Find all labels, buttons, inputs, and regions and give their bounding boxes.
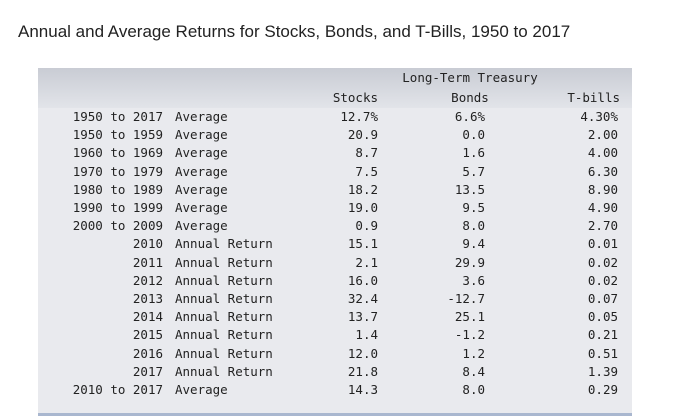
cell-tbills: 4.00 [587, 145, 618, 161]
cell-tbills: 8.90 [587, 181, 618, 197]
cell-period: 2010 to 2017 [72, 382, 163, 397]
cell-kind: Average [175, 200, 228, 215]
cell-stocks: 15.1 [347, 236, 378, 252]
cell-kind: Average [175, 382, 228, 397]
cell-bonds: 9.5 [462, 200, 485, 215]
cell-period: 2013 [132, 291, 163, 306]
cell-stocks: 12.7% [340, 109, 378, 124]
cell-tbills: 0.05 [587, 309, 618, 325]
cell-kind: Annual Return [175, 236, 273, 252]
cell-kind: Annual Return [175, 345, 273, 361]
cell-tbills: 4.90 [587, 200, 618, 215]
cell-bonds: 0.0 [462, 127, 485, 143]
table: Long-Term Treasury Bonds Stocks T-bills 1950… [38, 68, 632, 413]
cell-bonds: 8.4 [462, 363, 485, 379]
cell-kind: Annual Return [175, 363, 273, 379]
cell-stocks: 8.7 [355, 145, 378, 161]
cell-period: 1970 to 1979 [72, 163, 163, 179]
cell-tbills: 0.51 [587, 345, 618, 361]
cell-kind: Annual Return [175, 291, 273, 306]
cell-stocks: 14.3 [347, 382, 378, 397]
cell-stocks: 7.5 [355, 163, 378, 179]
cell-kind: Average [175, 145, 228, 161]
cell-tbills: 6.30 [587, 163, 618, 179]
cell-stocks: 0.9 [355, 218, 378, 234]
cell-tbills: 0.01 [587, 236, 618, 252]
cell-stocks: 20.9 [347, 127, 378, 143]
cell-kind: Average [175, 127, 228, 143]
cell-bonds: 8.0 [462, 382, 485, 397]
cell-bonds: 25.1 [454, 309, 485, 325]
cell-bonds: 13.5 [454, 181, 485, 197]
cell-kind: Average [175, 181, 228, 197]
cell-bonds: 8.0 [462, 218, 485, 234]
cell-kind: Annual Return [175, 254, 273, 270]
cell-kind: Average [175, 218, 228, 234]
header-bonds: Long-Term Treasury [402, 70, 538, 85]
cell-bonds: -12.7 [447, 291, 485, 306]
cell-period: 2012 [132, 272, 163, 288]
cell-period: 2000 to 2009 [72, 218, 163, 234]
cell-period: 2011 [132, 254, 163, 270]
cell-stocks: 32.4 [347, 291, 378, 306]
cell-period: 2014 [132, 309, 163, 325]
cell-period: 1960 to 1969 [72, 145, 163, 161]
cell-tbills: 1.39 [587, 363, 618, 379]
cell-period: 1990 to 1999 [72, 200, 163, 215]
cell-bonds: 3.6 [462, 272, 485, 288]
header-tbills: T-bills [567, 90, 620, 105]
cell-bonds: 1.2 [462, 345, 485, 361]
cell-kind: Average [175, 109, 228, 124]
cell-stocks: 18.2 [347, 181, 378, 197]
cell-bonds: 5.7 [462, 163, 485, 179]
cell-period: 1950 to 2017 [72, 109, 163, 124]
cell-stocks: 1.4 [355, 327, 378, 343]
cell-period: 2017 [132, 363, 163, 379]
header-stocks: Stocks [332, 90, 378, 105]
cell-stocks: 13.7 [347, 309, 378, 325]
cell-period: 2015 [132, 327, 163, 343]
cell-tbills: 0.02 [587, 254, 618, 270]
cell-tbills: 0.07 [587, 291, 618, 306]
cell-stocks: 12.0 [347, 345, 378, 361]
cell-kind: Annual Return [175, 272, 273, 288]
cell-bonds: 9.4 [462, 236, 485, 252]
cell-kind: Annual Return [175, 309, 273, 325]
cell-stocks: 19.0 [347, 200, 378, 215]
header-band [38, 68, 632, 108]
cell-bonds: -1.2 [454, 327, 485, 343]
cell-stocks: 2.1 [355, 254, 378, 270]
cell-period: 1950 to 1959 [72, 127, 163, 143]
cell-kind: Annual Return [175, 327, 273, 343]
bottom-rule [38, 413, 632, 416]
cell-tbills: 2.70 [587, 218, 618, 234]
header-bonds: Bonds [451, 90, 489, 105]
cell-period: 1980 to 1989 [72, 181, 163, 197]
cell-stocks: 16.0 [347, 272, 378, 288]
cell-period: 2010 [132, 236, 163, 252]
cell-bonds: 6.6% [454, 109, 485, 124]
cell-tbills: 0.21 [587, 327, 618, 343]
cell-bonds: 29.9 [454, 254, 485, 270]
cell-bonds: 1.6 [462, 145, 485, 161]
cell-tbills: 0.29 [587, 382, 618, 397]
cell-period: 2016 [132, 345, 163, 361]
cell-tbills: 0.02 [587, 272, 618, 288]
cell-stocks: 21.8 [347, 363, 378, 379]
cell-kind: Average [175, 163, 228, 179]
title: Annual and Average Returns for Stocks, B… [18, 22, 571, 41]
cell-tbills: 4.30% [580, 109, 618, 124]
cell-tbills: 2.00 [587, 127, 618, 143]
